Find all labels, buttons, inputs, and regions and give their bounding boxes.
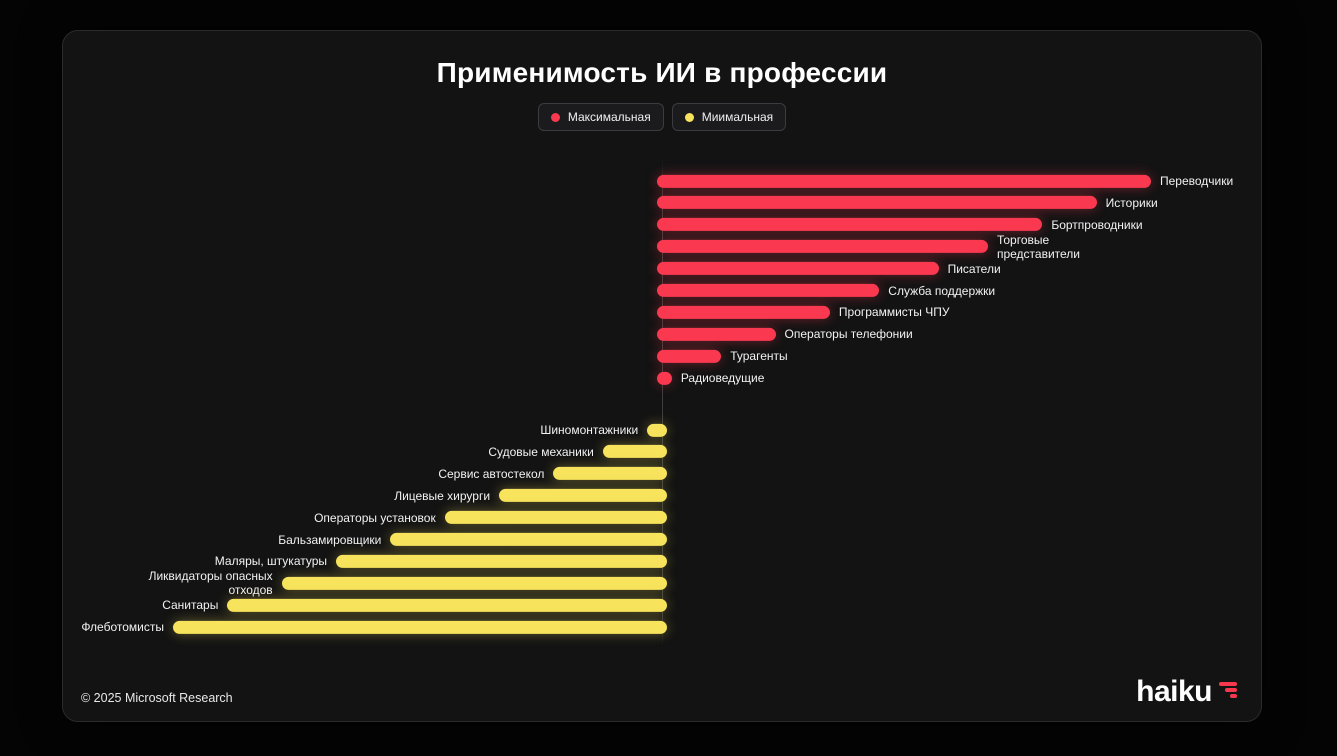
bar-row: Турагенты (657, 349, 788, 363)
brand-logo: haiku (1136, 675, 1237, 709)
bar-max (657, 262, 939, 276)
bar-row: Писатели (657, 262, 1001, 276)
bar-min (602, 445, 667, 459)
bar-min (647, 423, 667, 437)
bar-min (499, 489, 667, 503)
bar-min (173, 620, 667, 634)
bar-row: Сервис автостекол (438, 467, 667, 481)
bar-label: Бальзамировщики (278, 532, 382, 547)
bar-max (657, 284, 880, 297)
bar-label: Программисты ЧПУ (838, 305, 950, 320)
bar-max (657, 349, 722, 363)
bar-max (657, 305, 830, 319)
bar-max (657, 196, 1097, 210)
bar-max (657, 174, 1151, 188)
legend: Максимальная Миимальная (63, 103, 1261, 131)
bar-label: Турагенты (730, 349, 788, 364)
bar-row: Операторы установок (314, 511, 667, 525)
bar-row: Флеботомисты (81, 620, 667, 634)
bar-row: Шиномонтажники (540, 423, 667, 437)
bar-row: Историки (657, 196, 1158, 210)
bar-row: Служба поддержки (657, 283, 995, 297)
legend-label-min: Миимальная (701, 110, 774, 124)
page-title: Применимость ИИ в профессии (436, 57, 888, 88)
bar-row: Санитары (162, 598, 667, 612)
bar-max (657, 218, 1043, 232)
bar-row: Бальзамировщики (278, 532, 667, 546)
legend-item-min[interactable]: Миимальная (671, 103, 787, 131)
bar-row: Маляры, штукатуры (215, 554, 667, 568)
bar-row: Торговые представители (657, 233, 1080, 261)
bar-label: Флеботомисты (81, 620, 164, 635)
bar-row: Радиоведущие (657, 371, 764, 385)
bar-min (553, 467, 667, 481)
bar-max (657, 371, 672, 385)
bar-label: Торговые представители (996, 232, 1081, 261)
bar-min (227, 598, 667, 612)
footer-copyright: © 2025 Microsoft Research (81, 691, 233, 705)
bar-row: Бортпроводники (657, 218, 1143, 232)
legend-item-max[interactable]: Максимальная (537, 103, 664, 131)
bar-row: Лицевые хирурги (394, 489, 667, 503)
chart-card: Применимость ИИ в профессии Максимальная… (62, 30, 1262, 722)
brand-icon (1219, 682, 1237, 698)
bar-label: Ликвидаторы опасных отходов (148, 569, 273, 598)
legend-dot (550, 112, 560, 122)
bar-label: Операторы установок (314, 510, 436, 525)
bar-min (390, 533, 667, 546)
bar-label: Переводчики (1160, 173, 1234, 188)
bar-max (657, 327, 776, 341)
axis-baseline (662, 159, 663, 647)
bar-min (444, 511, 667, 525)
bar-min (336, 554, 667, 568)
bar-label: Служба поддержки (888, 283, 996, 298)
bar-label: Шиномонтажники (540, 422, 639, 437)
bar-label: Бортпроводники (1051, 217, 1143, 232)
bar-label: Лицевые хирурги (394, 488, 491, 503)
bar-label: Операторы телефонии (784, 327, 913, 342)
bar-label: Судовые механики (488, 444, 594, 459)
bar-row: Ликвидаторы опасных отходов (149, 569, 667, 597)
legend-label-max: Максимальная (567, 110, 651, 124)
bar-row: Программисты ЧПУ (657, 305, 950, 319)
bar-label: Маляры, штукатуры (214, 554, 328, 569)
bar-label: Сервис автостекол (438, 466, 545, 481)
brand-name: haiku (1136, 675, 1212, 708)
bar-label: Историки (1105, 195, 1158, 210)
bar-label: Писатели (947, 261, 1001, 276)
chart-area: Переводчики Историки Бортпроводники Торговы… (63, 31, 1261, 721)
bar-row: Операторы телефонии (657, 327, 913, 341)
bar-max (657, 240, 988, 254)
legend-dot (684, 112, 694, 122)
bar-min (281, 576, 667, 590)
bar-label: Санитары (162, 598, 219, 613)
bar-row: Переводчики (657, 174, 1233, 188)
bar-row: Судовые механики (488, 445, 667, 459)
bar-label: Радиоведущие (680, 371, 765, 386)
